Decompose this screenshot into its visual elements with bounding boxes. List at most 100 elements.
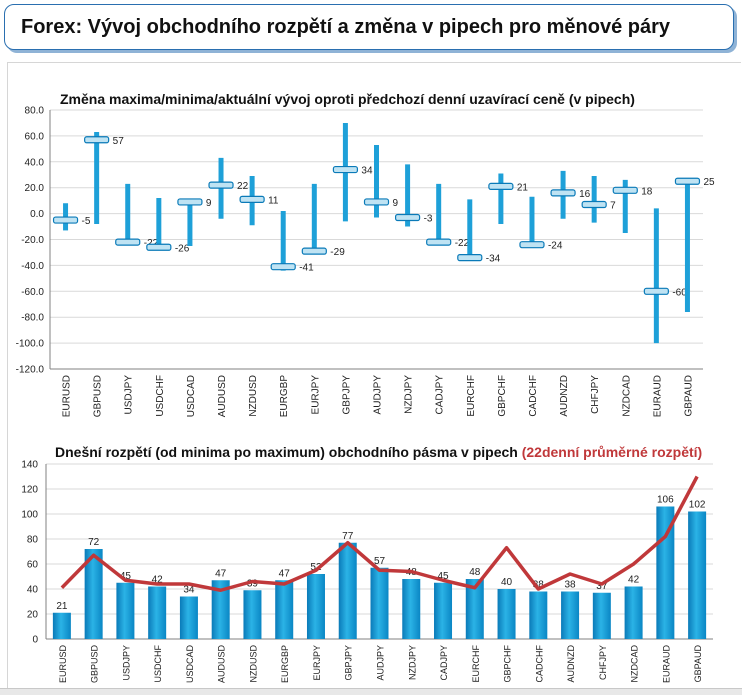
data-label: 7 xyxy=(610,201,616,212)
x-tick-label: EURUSD xyxy=(62,375,73,417)
data-label: 72 xyxy=(88,537,100,548)
current-marker xyxy=(301,247,327,255)
range-bar xyxy=(306,574,325,639)
x-tick-label: NZDJPY xyxy=(404,375,415,414)
y-tick-label: 120 xyxy=(21,485,38,496)
current-marker xyxy=(270,263,296,271)
y-tick-label: -40.0 xyxy=(21,261,44,272)
range-bar xyxy=(561,591,580,639)
chart2-title-main: Dnešní rozpětí (od minima po maximum) ob… xyxy=(55,444,518,460)
range-bar xyxy=(624,586,643,639)
data-label: 21 xyxy=(517,182,529,193)
data-label: 25 xyxy=(703,177,715,188)
data-label: -41 xyxy=(299,263,314,274)
x-tick-label: GBPCHF xyxy=(497,375,508,417)
range-bar xyxy=(52,612,71,639)
data-label: 57 xyxy=(374,556,386,567)
data-label: 38 xyxy=(533,580,545,591)
x-tick-label: AUDJPY xyxy=(376,645,386,681)
x-tick-label: GBPCHF xyxy=(503,645,513,683)
data-label: 77 xyxy=(342,531,354,542)
range-bar xyxy=(434,582,453,639)
x-tick-label: USDCAD xyxy=(185,645,195,684)
data-label: 45 xyxy=(437,571,449,582)
x-tick-label: GBPUSD xyxy=(90,645,100,684)
x-tick-label: AUDUSD xyxy=(217,375,228,417)
current-marker xyxy=(177,198,203,206)
y-tick-label: 60 xyxy=(27,560,39,571)
y-tick-label: 0 xyxy=(32,635,38,646)
range-bar xyxy=(465,579,484,639)
y-tick-label: -20.0 xyxy=(21,235,44,246)
header-panel: Forex: Vývoj obchodního rozpětí a změna … xyxy=(4,4,734,50)
chart2-title-accent: (22denní průměrné rozpětí) xyxy=(521,444,703,460)
current-marker xyxy=(674,177,701,185)
x-tick-label: USDJPY xyxy=(124,375,135,415)
data-label: -34 xyxy=(486,254,501,265)
data-label: 47 xyxy=(215,568,227,579)
data-label: 52 xyxy=(310,562,322,573)
range-bar xyxy=(402,579,421,639)
data-label: 34 xyxy=(361,166,373,177)
range-bar xyxy=(592,592,611,639)
current-marker xyxy=(612,186,638,194)
data-label: -60 xyxy=(672,287,687,298)
data-label: 37 xyxy=(596,581,608,592)
y-tick-label: 20.0 xyxy=(25,183,45,194)
y-tick-label: 80.0 xyxy=(25,106,45,117)
data-label: 16 xyxy=(579,189,591,200)
x-tick-label: CADJPY xyxy=(439,645,449,681)
x-tick-label: USDCAD xyxy=(186,375,197,417)
data-label: -22 xyxy=(455,238,470,249)
y-tick-label: 40.0 xyxy=(25,157,45,168)
x-tick-label: EURGBP xyxy=(279,375,290,418)
current-marker xyxy=(146,243,172,251)
current-marker xyxy=(488,182,514,191)
x-tick-label: CHFJPY xyxy=(590,375,601,414)
range-bar xyxy=(84,549,103,639)
page-title: Forex: Vývoj obchodního rozpětí a změna … xyxy=(21,16,671,38)
data-label: 57 xyxy=(113,136,125,147)
range-bar xyxy=(688,511,707,639)
current-marker xyxy=(208,181,234,189)
current-marker xyxy=(239,195,265,203)
range-bar xyxy=(338,542,357,639)
data-label: -5 xyxy=(82,216,91,227)
x-tick-label: EURCHF xyxy=(466,375,477,417)
x-tick-label: CADCHF xyxy=(534,644,544,682)
current-marker xyxy=(643,287,669,295)
x-tick-label: NZDCAD xyxy=(621,375,632,417)
x-tick-label: CHFJPY xyxy=(598,645,608,680)
bottom-scrollbar xyxy=(0,688,742,695)
current-marker xyxy=(52,216,79,224)
x-tick-label: USDCHF xyxy=(155,375,166,417)
charts-panel xyxy=(7,62,741,693)
data-label: 22 xyxy=(237,181,249,192)
data-label: -26 xyxy=(175,243,190,254)
y-tick-label: 140 xyxy=(21,460,38,471)
current-marker xyxy=(457,254,483,262)
y-tick-label: 0.0 xyxy=(30,209,44,220)
chart-range-change: 80.0 60.0 40.0 20.0 0.0 -20.0 -40.0 -60.0 -80.0 -… xyxy=(16,106,715,418)
x-tick-label: EURAUD xyxy=(661,645,671,684)
x-tick-label: EURUSD xyxy=(58,645,68,684)
range-bar xyxy=(370,567,389,639)
x-tick-label: GBPAUD xyxy=(683,375,694,417)
data-label: 45 xyxy=(120,571,132,582)
current-marker xyxy=(581,200,607,209)
current-marker xyxy=(394,213,421,222)
data-label: 39 xyxy=(247,578,259,589)
x-tick-label: EURJPY xyxy=(310,375,321,415)
data-label: 38 xyxy=(565,580,577,591)
y-tick-label: -100.0 xyxy=(16,339,45,350)
x-tick-label: EURGBP xyxy=(280,645,290,683)
x-tick-label: EURAUD xyxy=(652,375,663,417)
y-tick-label: -60.0 xyxy=(21,287,44,298)
x-tick-label: GBPUSD xyxy=(93,375,104,417)
chart2-title: Dnešní rozpětí (od minima po maximum) ob… xyxy=(55,444,702,460)
range-bar xyxy=(243,590,262,639)
current-marker xyxy=(115,238,141,246)
current-marker xyxy=(519,241,545,249)
y-tick-label: -80.0 xyxy=(21,313,44,324)
